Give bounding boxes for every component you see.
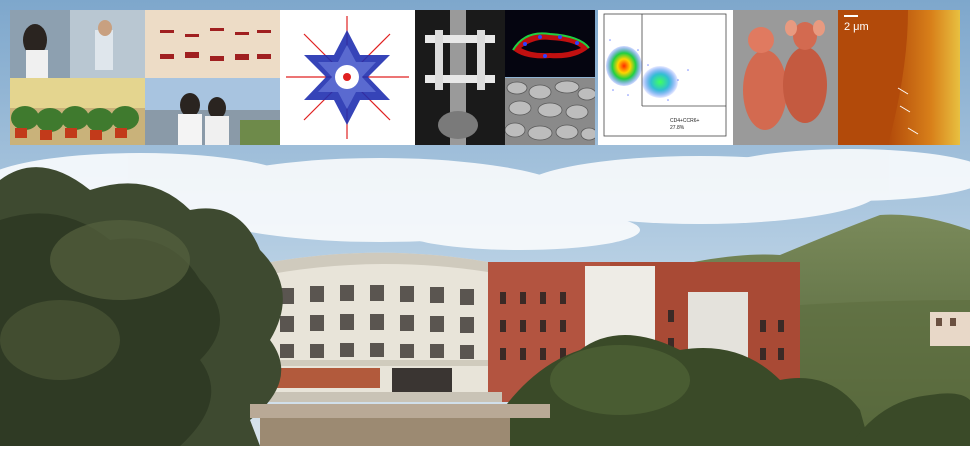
panel-sem-surface [505, 78, 595, 145]
scale-bar-label: 2 μm [844, 21, 869, 33]
clouds [0, 149, 970, 250]
panel-protein-structure [280, 10, 415, 145]
gate-value: 27.8% [670, 125, 685, 131]
panel-gel-electrophoresis [145, 10, 280, 145]
panel-lab-work [10, 10, 145, 145]
panel-fluorescence-tissue [505, 10, 595, 77]
panel-xray-fixator [415, 10, 505, 145]
panel-afm-surface: 2 μm [838, 10, 960, 145]
panel-flow-cytometry: CD4+CCR6+ 27.8% [598, 10, 733, 145]
olive-trees [0, 167, 970, 446]
panel-mice [733, 10, 838, 145]
gate-label: CD4+CCR6+ [670, 118, 700, 124]
